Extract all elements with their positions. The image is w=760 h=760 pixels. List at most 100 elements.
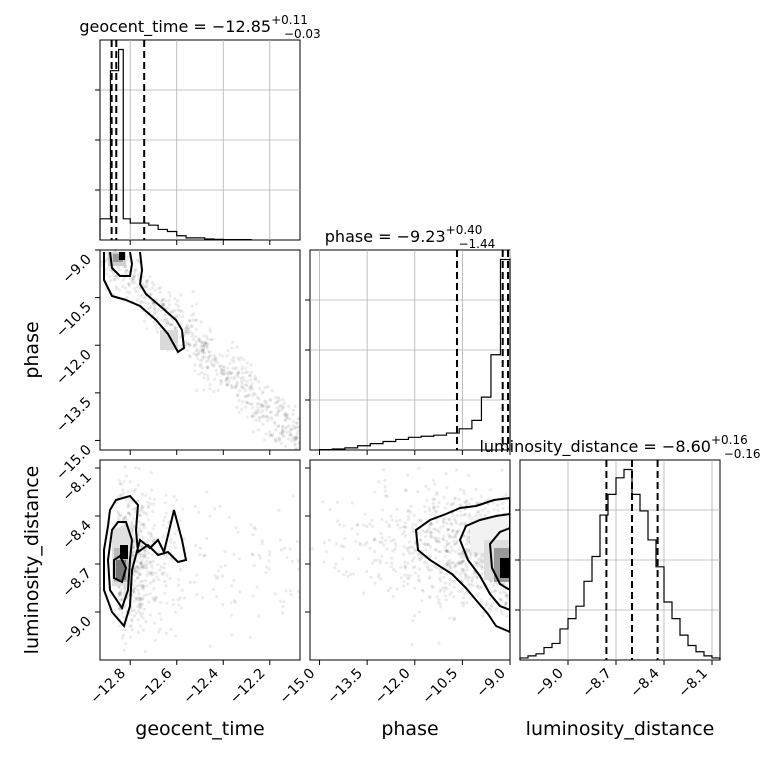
scatter-point xyxy=(145,512,149,516)
scatter-point xyxy=(132,599,136,604)
scatter-point xyxy=(172,326,176,330)
scatter-point xyxy=(427,506,431,510)
scatter-point xyxy=(447,662,450,665)
scatter-point xyxy=(363,512,367,516)
xtick-label: −12.0 xyxy=(372,666,414,708)
scatter-point xyxy=(448,565,452,569)
scatter-point xyxy=(452,534,457,538)
scatter-point xyxy=(152,587,156,591)
scatter-point xyxy=(133,568,137,573)
scatter-point xyxy=(126,511,131,515)
scatter-point xyxy=(224,379,228,383)
scatter-point xyxy=(294,447,298,450)
scatter-point xyxy=(137,595,141,599)
scatter-point xyxy=(273,413,278,417)
scatter-point xyxy=(224,377,228,381)
scatter-point xyxy=(169,322,174,327)
scatter-point xyxy=(173,610,178,614)
scatter-point xyxy=(300,426,303,429)
scatter-point xyxy=(459,552,463,556)
scatter-point xyxy=(132,524,136,529)
scatter-point xyxy=(301,423,304,426)
scatter-point xyxy=(431,478,436,483)
scatter-point xyxy=(307,560,310,563)
scatter-point xyxy=(407,576,411,581)
scatter-point xyxy=(176,583,181,587)
scatter-point xyxy=(446,559,450,564)
scatter-point xyxy=(417,574,421,578)
scatter-point xyxy=(213,356,217,360)
scatter-point xyxy=(200,341,204,345)
scatter-point xyxy=(130,279,134,283)
scatter-point xyxy=(133,466,138,470)
scatter-point xyxy=(405,576,409,580)
scatter-point xyxy=(123,465,127,469)
scatter-point xyxy=(418,537,422,542)
scatter-point xyxy=(448,593,452,597)
scatter-point xyxy=(141,587,145,591)
scatter-point xyxy=(401,531,405,536)
scatter-point xyxy=(242,378,247,382)
scatter-point xyxy=(213,574,217,578)
scatter-point xyxy=(465,539,469,543)
xtick-label: −9.0 xyxy=(473,666,508,701)
scatter-point xyxy=(333,566,337,570)
scatter-point xyxy=(160,298,164,303)
scatter-point xyxy=(411,566,415,570)
scatter-point xyxy=(315,429,318,432)
scatter-point xyxy=(164,493,168,497)
scatter-point xyxy=(145,279,149,283)
scatter-point xyxy=(203,341,208,345)
scatter-point xyxy=(328,507,332,512)
scatter-point xyxy=(200,348,205,353)
scatter-point xyxy=(467,512,471,516)
scatter-point xyxy=(409,510,413,515)
scatter-point xyxy=(205,335,209,339)
scatter-point xyxy=(504,601,508,605)
scatter-point xyxy=(372,536,377,541)
scatter-point xyxy=(182,596,187,600)
scatter-point xyxy=(264,432,268,436)
scatter-point xyxy=(116,276,120,280)
scatter-point xyxy=(148,496,152,500)
scatter-point xyxy=(474,487,478,492)
ytick-label: −10.5 xyxy=(53,299,95,341)
scatter-point xyxy=(239,355,244,360)
scatter-geocent-time-luminosity-distance xyxy=(116,465,310,654)
scatter-point xyxy=(226,366,230,370)
scatter-point xyxy=(275,413,280,417)
scatter-point xyxy=(457,529,461,533)
scatter-point xyxy=(327,538,331,542)
scatter-point xyxy=(435,490,439,495)
scatter-point xyxy=(473,572,477,576)
scatter-point xyxy=(408,551,412,555)
scatter-point xyxy=(118,624,122,628)
scatter-point xyxy=(152,621,157,625)
scatter-point xyxy=(391,567,396,572)
scatter-point xyxy=(298,441,300,445)
scatter-point xyxy=(257,416,261,420)
scatter-point xyxy=(226,349,230,353)
scatter-point xyxy=(199,345,203,349)
scatter-point xyxy=(295,432,299,436)
scatter-point xyxy=(437,641,441,645)
scatter-point xyxy=(122,591,126,595)
scatter-point xyxy=(431,497,435,501)
scatter-point xyxy=(475,584,479,588)
scatter-point xyxy=(248,385,252,390)
scatter-point xyxy=(144,566,148,570)
scatter-point xyxy=(178,335,183,339)
scatter-point xyxy=(282,600,286,604)
scatter-point xyxy=(232,599,237,603)
scatter-point xyxy=(391,549,395,553)
scatter-point xyxy=(127,504,131,508)
scatter-point xyxy=(275,400,279,405)
scatter-point xyxy=(141,628,146,632)
scatter-point xyxy=(131,545,136,549)
scatter-point xyxy=(183,327,187,331)
scatter-point xyxy=(208,387,212,391)
scatter-point xyxy=(200,343,204,348)
scatter-point xyxy=(187,353,191,358)
scatter-point xyxy=(161,534,165,538)
scatter-point xyxy=(166,321,170,326)
